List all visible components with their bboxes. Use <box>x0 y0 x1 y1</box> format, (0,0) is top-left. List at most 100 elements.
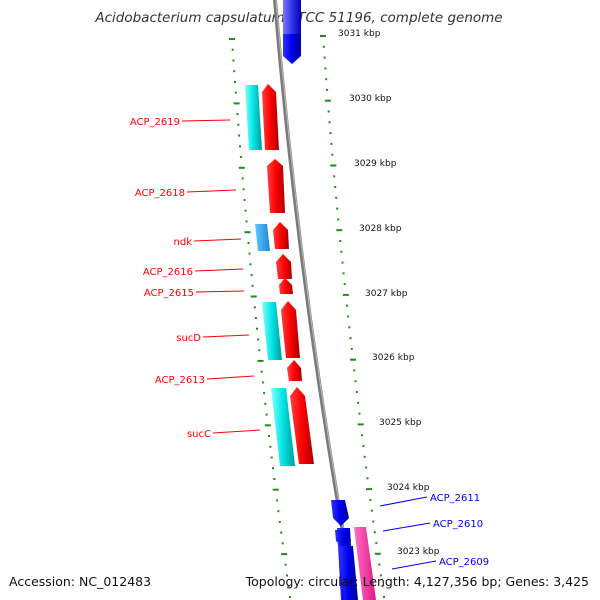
tick-mark <box>281 553 288 556</box>
tick-mark <box>379 574 382 577</box>
tick-mark <box>281 542 284 545</box>
feature-2619 <box>245 85 262 150</box>
tick-mark <box>280 531 283 534</box>
feature-ndk <box>255 224 270 251</box>
feature-track <box>245 85 354 600</box>
tick-mark <box>340 250 343 253</box>
tick-mark <box>369 498 372 501</box>
tick-mark <box>261 381 264 384</box>
tick-mark <box>229 38 235 40</box>
tick-mark <box>334 186 337 188</box>
gene-label[interactable]: ACP_2609 <box>439 557 489 568</box>
tick-mark <box>250 295 257 298</box>
tick-mark <box>362 445 365 447</box>
gene-arrow-acp2619 <box>262 84 279 150</box>
tick-mark <box>251 284 254 287</box>
tick-mark <box>337 218 340 221</box>
tick-mark <box>269 445 272 448</box>
tick-mark <box>258 349 261 352</box>
gene-leader-line <box>195 290 245 293</box>
gene-arrow-acp2618 <box>267 159 285 213</box>
tick-mark <box>247 241 250 244</box>
tick-mark <box>326 88 328 91</box>
tick-mark <box>233 70 236 73</box>
gene-label[interactable]: sucD <box>176 333 201 344</box>
tick-mark <box>277 510 280 513</box>
tick-mark <box>354 380 357 383</box>
inner-tick-track <box>229 38 291 598</box>
tick-mark <box>257 359 264 362</box>
gene-leader-line <box>212 429 261 434</box>
tick-mark <box>342 272 345 275</box>
tick-mark <box>378 563 381 566</box>
tick-mark <box>349 337 352 340</box>
tick-mark <box>336 229 343 232</box>
tick-mark <box>347 315 350 318</box>
tick-mark <box>322 45 325 48</box>
tick-mark <box>320 35 326 37</box>
tick-mark <box>366 477 369 480</box>
outer-tick-track <box>320 35 385 598</box>
tick-mark <box>335 196 338 199</box>
tick-mark <box>264 424 271 427</box>
gene-label[interactable]: ndk <box>174 237 193 248</box>
tick-mark <box>375 542 378 545</box>
tick-mark <box>353 369 356 372</box>
tick-mark <box>328 121 331 124</box>
ruler-label: 3031 kbp <box>338 29 381 39</box>
gene-label[interactable]: ACP_2615 <box>144 288 194 299</box>
gene-leader-line <box>202 334 250 338</box>
tick-mark <box>239 145 241 148</box>
gene-label[interactable]: ACP_2618 <box>135 188 185 199</box>
tick-mark <box>237 123 240 126</box>
gene-arrow-acp2610-head <box>335 530 351 548</box>
tick-mark <box>234 91 237 94</box>
gene-label[interactable]: ACP_2616 <box>143 267 193 278</box>
tick-mark <box>348 326 351 329</box>
tick-mark <box>243 199 246 201</box>
tick-mark <box>333 175 336 178</box>
tick-mark <box>284 563 287 566</box>
tick-mark <box>268 435 271 437</box>
tick-mark <box>234 80 236 83</box>
gene-label[interactable]: ACP_2619 <box>130 117 180 128</box>
genome-summary-text: Topology: circular; Length: 4,127,356 bp… <box>245 574 589 589</box>
gene-label[interactable]: sucC <box>187 429 211 440</box>
tick-mark <box>238 166 245 169</box>
tick-mark <box>330 164 337 167</box>
gene-label[interactable]: ACP_2611 <box>430 493 480 504</box>
tick-mark <box>250 274 253 277</box>
tick-mark <box>342 293 349 296</box>
tick-mark <box>249 263 252 266</box>
tick-mark <box>231 48 234 51</box>
gene-arrow-acp2611 <box>331 500 349 526</box>
gene-label[interactable]: ACP_2613 <box>155 375 205 386</box>
tick-mark <box>324 99 331 102</box>
tick-mark <box>273 478 276 480</box>
gene-arrow-sucC <box>290 387 314 464</box>
gene-arrow-acp2609 <box>339 546 358 600</box>
tick-mark <box>245 220 248 223</box>
tick-mark <box>232 59 235 62</box>
accession-text: Accession: NC_012483 <box>9 574 151 589</box>
tick-mark <box>278 520 281 523</box>
tick-mark <box>287 585 290 588</box>
tick-mark <box>339 240 342 242</box>
tick-mark <box>260 370 263 373</box>
gene-arrow-ndk <box>273 222 289 249</box>
tick-mark <box>363 455 366 458</box>
tick-mark <box>272 488 279 491</box>
gene-leader-line <box>391 560 437 570</box>
tick-mark <box>242 188 245 191</box>
tick-mark <box>350 347 353 350</box>
tick-mark <box>381 585 384 588</box>
tick-mark <box>366 488 372 491</box>
ruler-label: 3024 kbp <box>387 483 430 493</box>
gene-leader-line <box>186 189 237 193</box>
tick-mark <box>325 78 328 81</box>
tick-mark <box>241 177 244 180</box>
gene-leader-line <box>181 119 231 122</box>
tick-mark <box>383 596 385 598</box>
gene-label[interactable]: ACP_2610 <box>433 519 483 530</box>
